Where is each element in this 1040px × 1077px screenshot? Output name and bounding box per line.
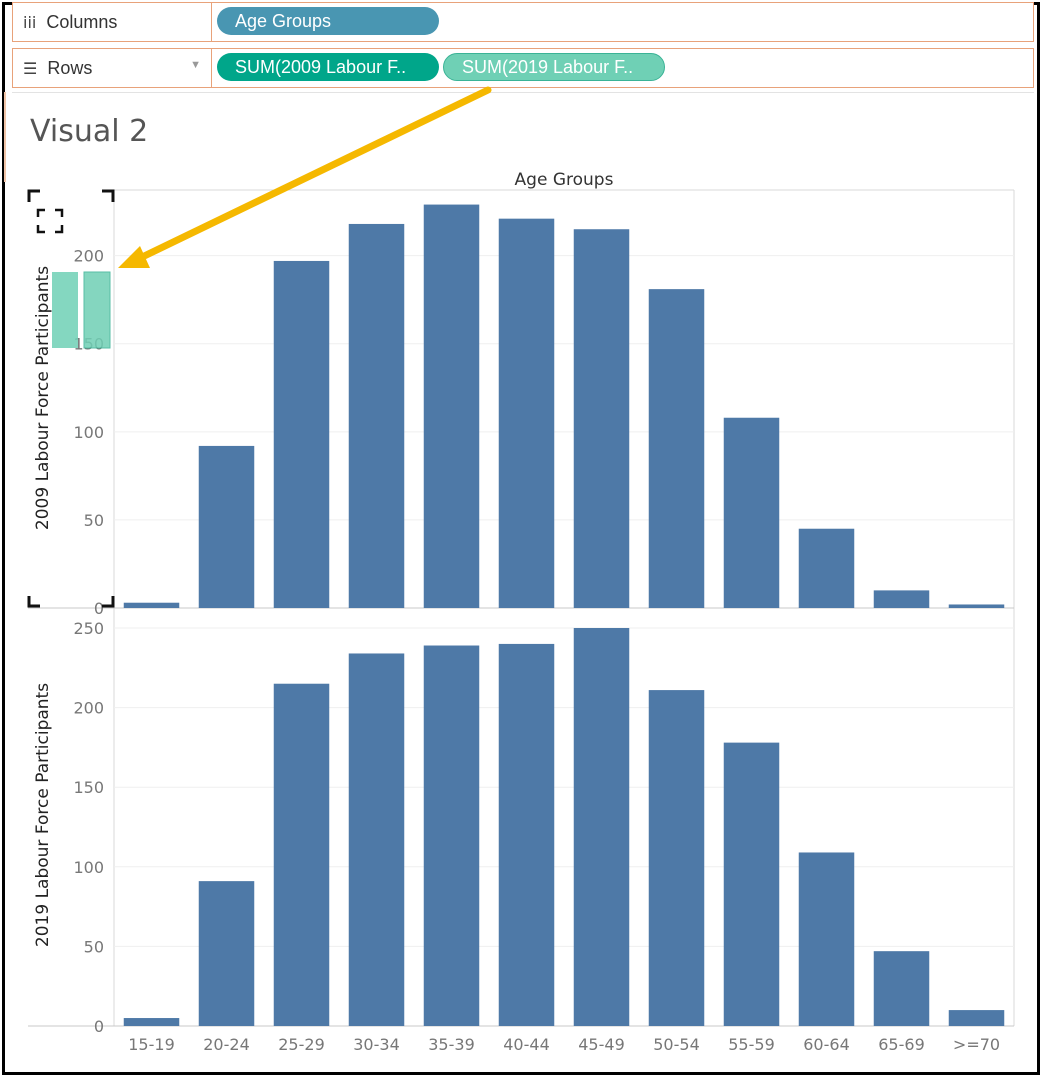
- y-tick-label: 0: [94, 1017, 104, 1036]
- bar-35-39[interactable]: [423, 645, 480, 1026]
- y-tick-label: 100: [73, 858, 104, 877]
- bar-15-19[interactable]: [123, 1018, 180, 1026]
- columns-shelf-label-area: iii Columns: [13, 3, 212, 41]
- rows-icon: ☰: [23, 58, 38, 78]
- y-tick-label: 150: [73, 778, 104, 797]
- selection-bracket: [27, 189, 115, 608]
- bar-45-49[interactable]: [573, 229, 630, 608]
- x-tick-label: 15-19: [128, 1035, 175, 1054]
- y-tick-label: 0: [94, 599, 104, 618]
- y-tick-label: 200: [73, 699, 104, 718]
- y-tick-label: 100: [73, 423, 104, 442]
- sum-2019-labour-pill[interactable]: SUM(2019 Labour F..: [443, 53, 665, 81]
- bar-40-44[interactable]: [498, 643, 555, 1026]
- columns-icon: iii: [23, 12, 37, 32]
- sheet-area: [12, 92, 1034, 1073]
- bar->=70[interactable]: [948, 1010, 1005, 1026]
- x-tick-label: >=70: [953, 1035, 1000, 1054]
- y-tick-label: 50: [84, 937, 104, 956]
- sheet-title: Visual 2: [30, 114, 149, 149]
- bar-50-54[interactable]: [648, 690, 705, 1026]
- bar-40-44[interactable]: [498, 218, 555, 609]
- x-tick-label: 20-24: [203, 1035, 250, 1054]
- rows-shelf-label-area: ☰ Rows ▼: [13, 49, 212, 87]
- bar-50-54[interactable]: [648, 289, 705, 608]
- bar-55-59[interactable]: [723, 742, 780, 1026]
- bar-30-34[interactable]: [348, 653, 405, 1026]
- y-axis-label-2009: 2009 Labour Force Participants: [33, 266, 53, 530]
- age-groups-pill[interactable]: Age Groups: [217, 7, 439, 35]
- rows-shelf[interactable]: ☰ Rows ▼ SUM(2009 Labour F.. SUM(2019 La…: [12, 48, 1034, 88]
- sum-2009-labour-pill[interactable]: SUM(2009 Labour F..: [217, 53, 439, 81]
- y-tick-label: 50: [84, 511, 104, 530]
- bar-60-64[interactable]: [798, 852, 855, 1026]
- y-axis-label-2019: 2019 Labour Force Participants: [33, 683, 53, 947]
- x-tick-label: 25-29: [278, 1035, 325, 1054]
- bar-15-19[interactable]: [123, 602, 180, 608]
- bar-65-69[interactable]: [873, 951, 930, 1026]
- x-tick-label: 60-64: [803, 1035, 850, 1054]
- column-header-age-groups: Age Groups: [515, 170, 614, 190]
- bar-30-34[interactable]: [348, 223, 405, 609]
- y-tick-label: 250: [73, 619, 104, 638]
- sheet-left-rule: [4, 92, 6, 182]
- bar-60-64[interactable]: [798, 528, 855, 608]
- drop-target-left: [52, 272, 78, 348]
- x-tick-label: 45-49: [578, 1035, 625, 1054]
- y-tick-label: 200: [73, 247, 104, 266]
- x-tick-label: 40-44: [503, 1035, 550, 1054]
- axis-drop-target[interactable]: [52, 271, 111, 349]
- x-tick-label: 50-54: [653, 1035, 700, 1054]
- bar-55-59[interactable]: [723, 417, 780, 608]
- columns-label: Columns: [46, 11, 118, 32]
- rows-label: Rows: [47, 57, 93, 78]
- bar-65-69[interactable]: [873, 590, 930, 608]
- x-tick-label: 35-39: [428, 1035, 475, 1054]
- x-tick-label: 55-59: [728, 1035, 775, 1054]
- bar-45-49[interactable]: [573, 628, 630, 1026]
- bar-20-24[interactable]: [198, 445, 255, 608]
- x-tick-label: 30-34: [353, 1035, 400, 1054]
- chevron-down-icon[interactable]: ▼: [190, 59, 201, 71]
- bar->=70[interactable]: [948, 604, 1005, 608]
- bar-25-29[interactable]: [273, 260, 330, 608]
- columns-shelf[interactable]: iii Columns Age Groups: [12, 2, 1034, 42]
- bar-20-24[interactable]: [198, 881, 255, 1026]
- bar-35-39[interactable]: [423, 204, 480, 609]
- drop-target-right: [83, 271, 111, 349]
- x-tick-label: 65-69: [878, 1035, 925, 1054]
- bar-25-29[interactable]: [273, 683, 330, 1026]
- fit-view-icon[interactable]: [36, 208, 64, 234]
- annotation-arrow: [118, 86, 492, 268]
